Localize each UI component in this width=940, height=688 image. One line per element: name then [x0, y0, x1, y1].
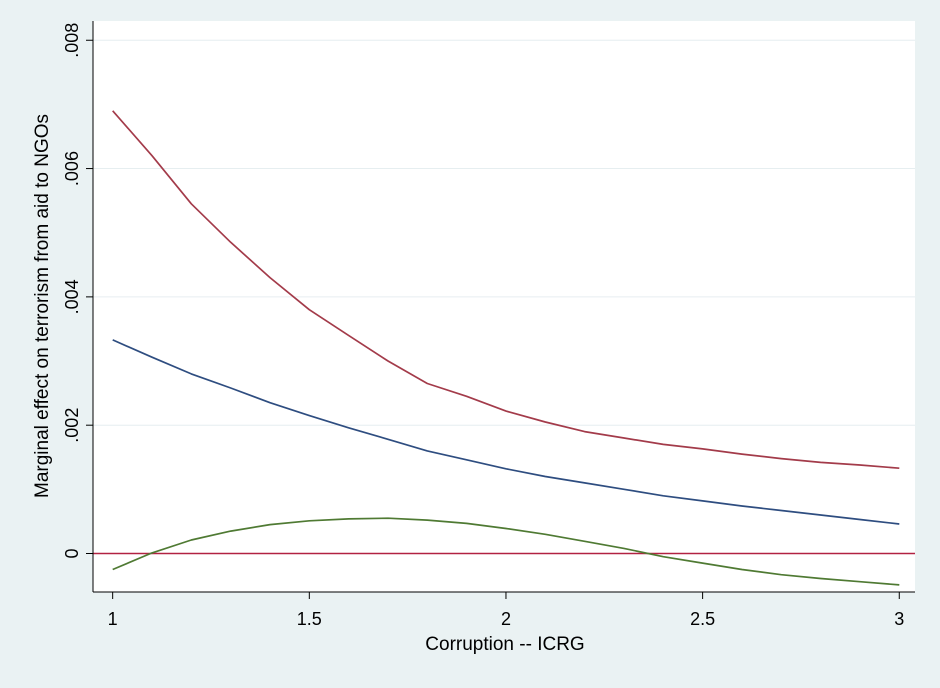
- y-tick-label-1: .002: [62, 408, 82, 443]
- series-line-1: [112, 110, 900, 470]
- x-axis-ticks: 1 1.5 2 2.5 3: [108, 592, 904, 629]
- x-tick-label-0: 1: [108, 609, 118, 629]
- y-tick-label-2: .004: [62, 279, 82, 314]
- series-line-2: [112, 339, 900, 525]
- gridlines: [93, 39, 915, 426]
- series-group: [112, 110, 900, 586]
- y-tick-label-3: .006: [62, 151, 82, 186]
- y-tick-label-4: .008: [62, 23, 82, 58]
- x-axis-title: Corruption -- ICRG: [425, 634, 584, 655]
- x-tick-label-4: 3: [894, 609, 904, 629]
- x-tick-label-1: 1.5: [297, 609, 322, 629]
- y-axis-title: Marginal effect on terrorism from aid to…: [32, 114, 53, 498]
- y-axis-ticks: 0 .002 .004 .006 .008: [62, 23, 93, 559]
- x-tick-label-3: 2.5: [690, 609, 715, 629]
- axes: [92, 21, 915, 593]
- y-tick-label-0: 0: [62, 548, 82, 558]
- plot-area: [93, 21, 915, 592]
- series-line-3: [112, 517, 900, 586]
- x-tick-label-2: 2: [501, 609, 511, 629]
